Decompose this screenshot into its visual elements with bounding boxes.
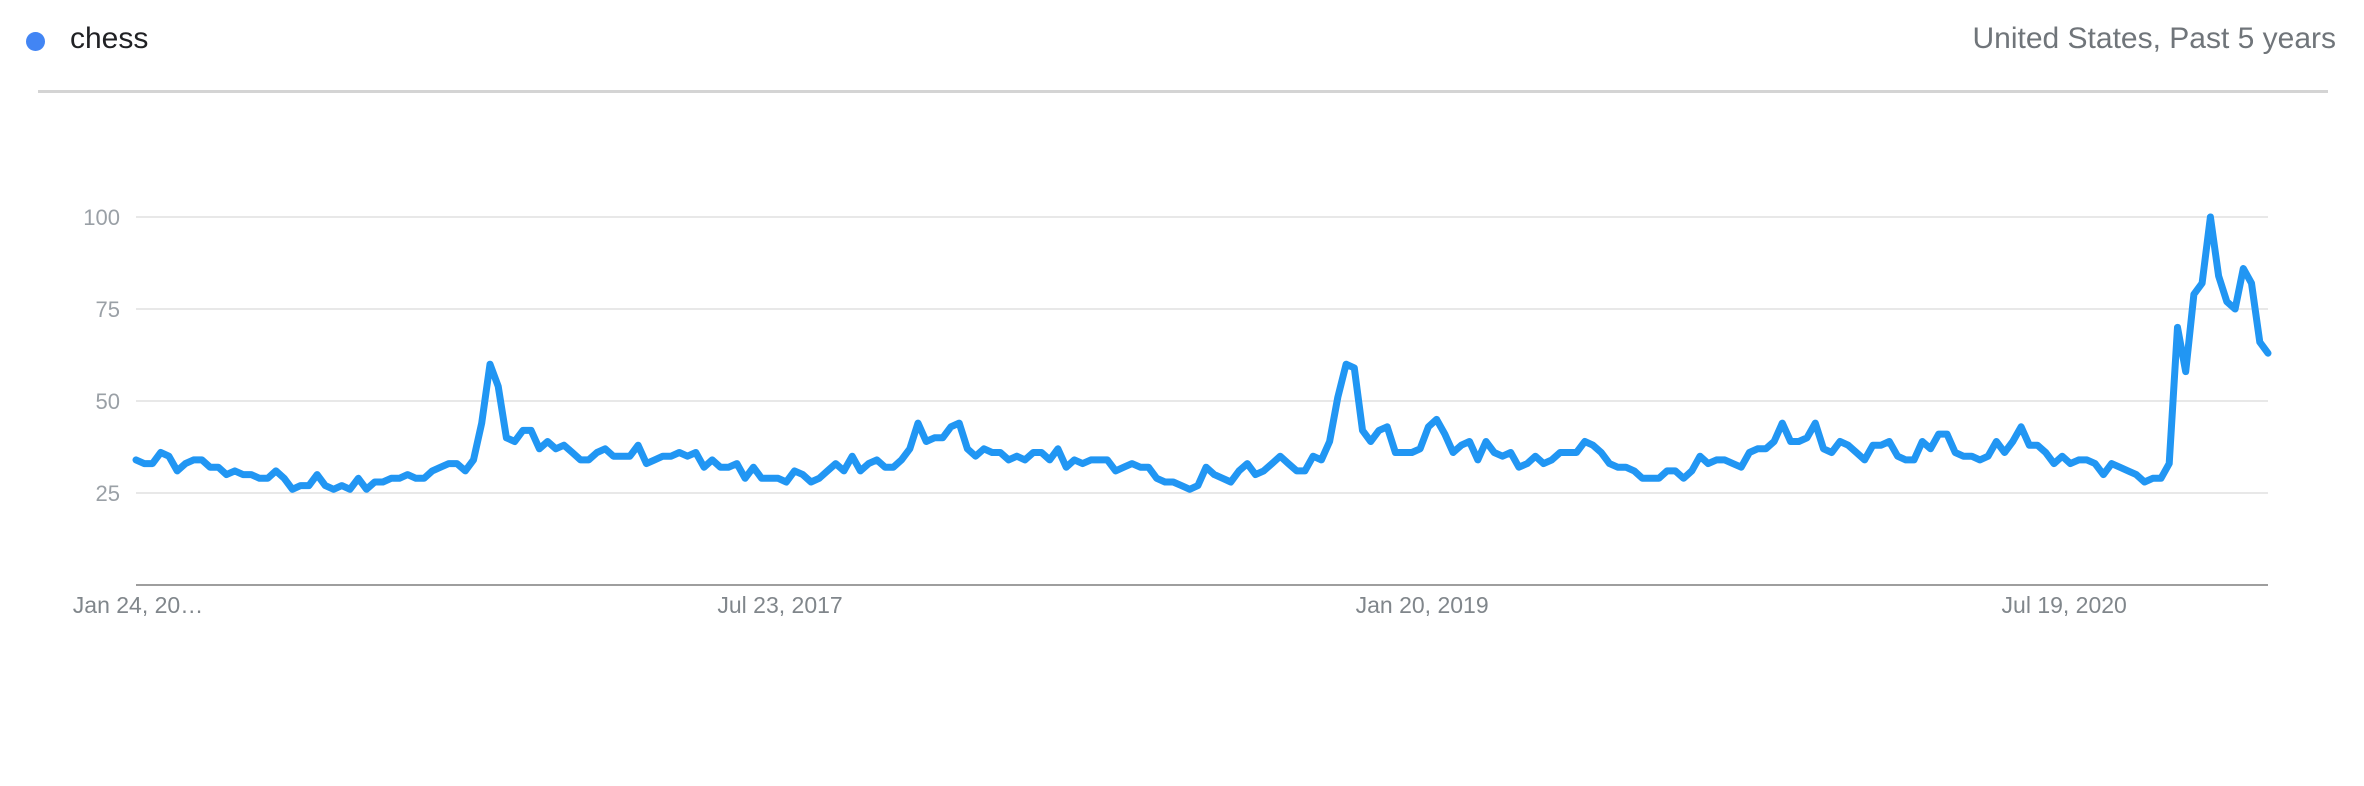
x-axis-ticks: Jan 24, 20… Jul 23, 2017 Jan 20, 2019 Jul 1… [73, 592, 2127, 618]
legend-dot-icon [26, 32, 45, 51]
y-tick-label: 50 [96, 389, 120, 414]
region-period-label: United States, Past 5 years [1972, 22, 2336, 55]
x-tick-label: Jan 24, 20… [73, 592, 203, 618]
series-line-chess[interactable] [132, 213, 2272, 493]
y-axis-ticks: 25 50 75 100 [83, 205, 120, 506]
interest-over-time-chart[interactable]: 25 50 75 100 Jan 24, 20… Jul 23, 2017 Jan 20,… [0, 100, 2364, 660]
gridlines [136, 216, 2268, 494]
series-layer [132, 213, 2272, 493]
y-tick-label: 100 [83, 205, 120, 230]
x-tick-label: Jul 23, 2017 [717, 592, 842, 618]
x-tick-label: Jul 19, 2020 [2002, 592, 2127, 618]
y-tick-label: 25 [96, 481, 120, 506]
header-divider [38, 90, 2328, 93]
x-tick-label: Jan 20, 2019 [1356, 592, 1489, 618]
chart-header: chess United States, Past 5 years [0, 0, 2364, 93]
y-tick-label: 75 [96, 297, 120, 322]
search-term-label[interactable]: chess [70, 22, 149, 55]
